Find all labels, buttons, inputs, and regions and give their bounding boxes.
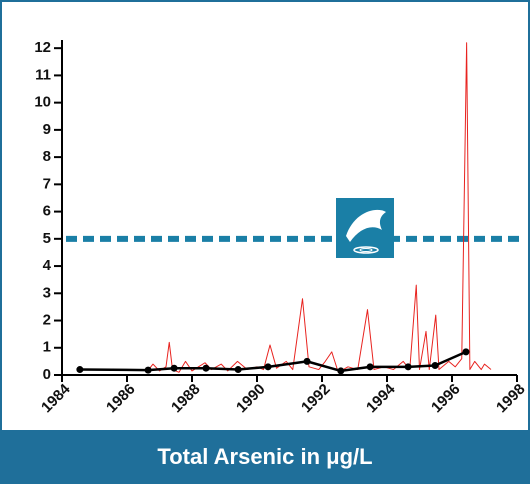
chart-title: Total Arsenic in μg/L	[157, 444, 372, 469]
data-point	[202, 365, 209, 372]
y-tick-label: 9	[43, 121, 51, 138]
y-tick-label: 5	[43, 230, 51, 247]
y-tick-label: 6	[43, 203, 51, 220]
y-tick-label: 3	[43, 284, 51, 301]
y-tick-label: 2	[43, 311, 51, 328]
x-tick-label: 1996	[428, 381, 464, 417]
x-tick-label: 1986	[103, 381, 139, 417]
y-tick-label: 12	[34, 39, 51, 56]
x-tick-label: 1988	[168, 381, 204, 417]
x-tick-label: 1992	[298, 381, 334, 417]
data-point	[304, 358, 311, 365]
x-tick-label: 1990	[233, 381, 269, 417]
y-tick-label: 8	[43, 148, 51, 165]
series-line	[147, 43, 492, 373]
data-point	[432, 362, 439, 369]
y-tick-label: 10	[34, 94, 51, 111]
data-point	[171, 365, 178, 372]
y-tick-label: 1	[43, 339, 51, 356]
chart: Total Arsenic in μg/L 012345678910111219…	[0, 0, 530, 484]
y-tick-label: 0	[43, 366, 51, 383]
data-point	[367, 363, 374, 370]
y-tick-label: 7	[43, 175, 51, 192]
data-point	[265, 363, 272, 370]
x-tick-label: 1994	[363, 380, 399, 416]
fish-icon	[336, 198, 394, 258]
data-point	[337, 367, 344, 374]
data-point	[462, 348, 469, 355]
data-point	[76, 366, 83, 373]
y-tick-label: 4	[43, 257, 52, 274]
x-tick-label: 1984	[38, 380, 74, 416]
y-tick-label: 11	[35, 66, 51, 83]
data-point	[235, 366, 242, 373]
data-point	[405, 363, 412, 370]
data-point	[145, 367, 152, 374]
x-tick-label: 1998	[493, 381, 529, 417]
frame	[1, 1, 529, 483]
